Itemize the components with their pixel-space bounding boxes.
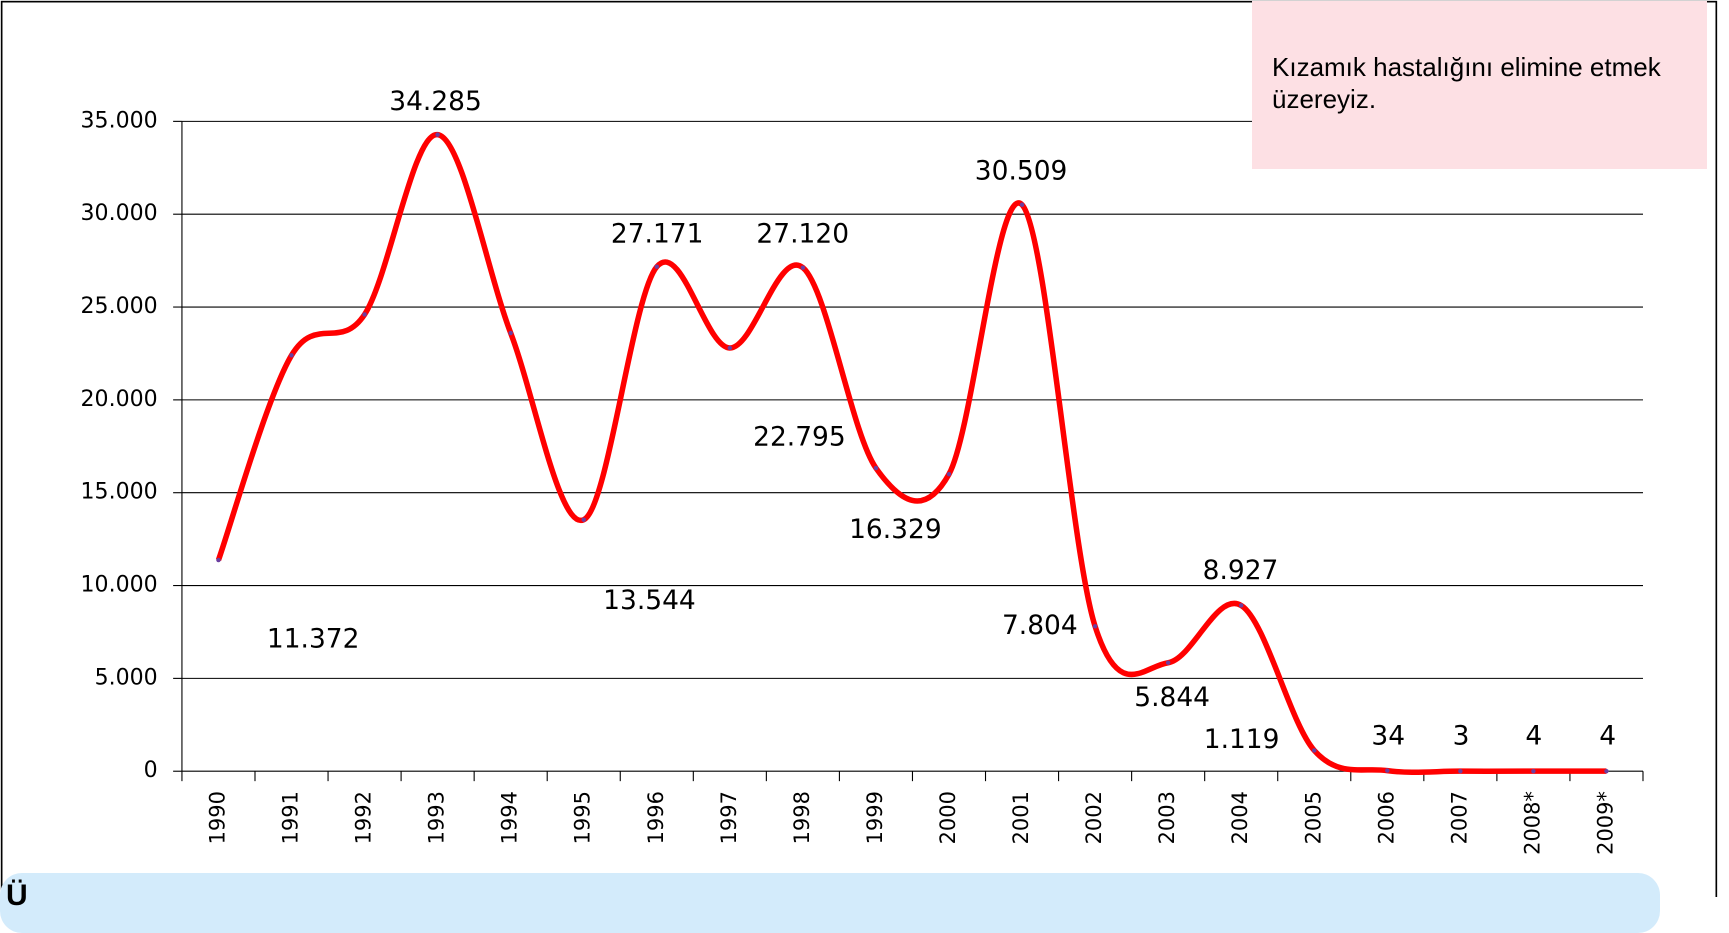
x-tick-label: 1997 [717,791,741,844]
x-tick-label: 1991 [279,791,303,844]
marker [1019,202,1025,207]
annotation: Kızamık hastalığını elimine etmek üzerey… [1252,1,1707,169]
data-label: 16.329 [849,514,942,545]
x-tick-label: 2007 [1447,791,1471,844]
data-label: 3 [1453,721,1470,752]
x-tick-label: 2008* [1520,791,1544,855]
y-tick-label: 30.000 [81,201,158,226]
marker [581,517,586,522]
marker [873,465,879,471]
marker [1604,768,1609,774]
x-tick-label: 1990 [205,791,229,844]
data-label: 7.804 [1002,610,1078,641]
marker [1531,768,1536,774]
x-tick-label: 2003 [1155,791,1179,844]
y-tick-label: 20.000 [81,387,158,412]
marker [727,345,733,351]
marker [1312,748,1317,753]
data-label: 4 [1599,721,1616,752]
data-label: 34 [1371,721,1405,752]
data-label: 5.844 [1134,682,1210,713]
data-label: 34.285 [389,86,482,117]
data-label: 1.119 [1204,724,1280,755]
y-tick-label: 5.000 [95,665,158,690]
marker [508,330,513,336]
data-label: 22.795 [753,422,846,453]
x-tick-label: 1992 [352,791,376,844]
marker [1092,624,1098,629]
x-tick-label: 2000 [936,791,960,844]
data-label: 27.120 [756,219,849,250]
marker [654,264,659,269]
marker [289,353,294,358]
y-tick-label: 25.000 [81,294,158,319]
y-tick-label: 0 [144,758,158,783]
x-tick-label: 2006 [1374,791,1398,844]
marker [216,557,221,563]
marker [946,471,952,477]
x-tick-label: 1995 [571,791,595,844]
x-tick-label: 1998 [790,791,814,844]
y-tick-label: 10.000 [81,573,158,598]
marker [1165,660,1171,665]
data-label: 30.509 [975,156,1068,187]
y-tick-label: 35.000 [81,108,158,133]
data-label: 27.171 [611,219,704,250]
x-tick-label: 1999 [863,791,887,844]
marker [1458,768,1463,774]
data-label: 13.544 [603,585,696,616]
frame [0,0,1718,897]
marker [362,312,367,317]
x-tick-label: 2004 [1228,791,1252,844]
marker [435,132,440,137]
y-tick-label: 15.000 [81,480,158,505]
x-tick-label: 2001 [1009,791,1033,844]
line [215,131,1607,776]
data-label: 4 [1525,721,1542,752]
x-tick-label: 2009* [1593,791,1617,855]
marker [1385,768,1390,773]
x-tick-label: 1994 [498,791,522,844]
x-tick-label: 1993 [425,791,449,844]
data-label: 11.372 [267,623,360,654]
chart: 0 5.000 10.000 15.000 20.000 25.000 30.000 35.0… [0,0,1718,897]
x-tick-label: 2002 [1082,791,1106,844]
marker [1238,603,1244,608]
x-tick-label: 1996 [644,791,668,844]
x-tick-label: 2005 [1301,791,1325,844]
marker [800,265,806,270]
footer-box: Ü [0,873,1660,933]
data-label: 8.927 [1203,555,1279,586]
